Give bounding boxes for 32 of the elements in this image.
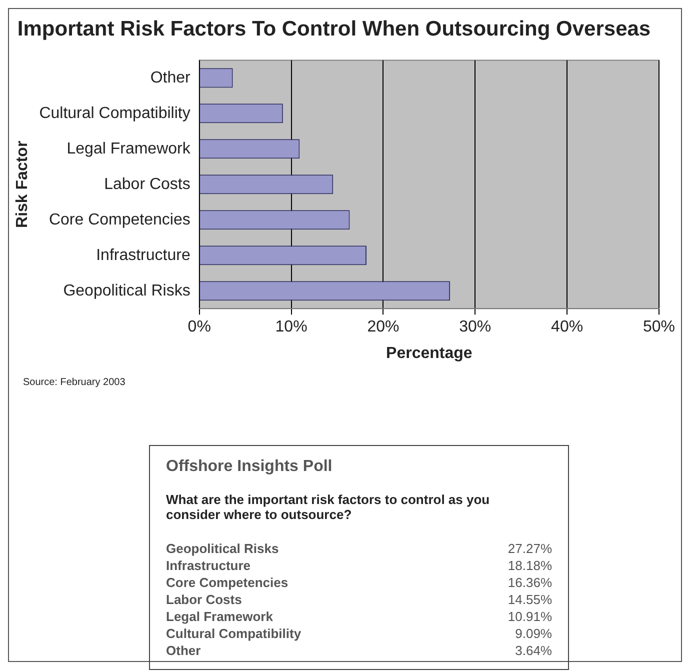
text: 3.64%	[515, 642, 552, 659]
x-axis-title: Percentage	[386, 344, 472, 362]
y-axis-title: Risk Factor	[14, 140, 32, 228]
x-tick-label: 10%	[275, 318, 308, 336]
x-tick-label: 40%	[551, 318, 584, 336]
text: 16.36%	[508, 574, 552, 591]
text: What are the important risk factors to control as you consider where to outsource?	[166, 492, 491, 522]
y-tick-label: Legal Framework	[66, 140, 192, 158]
y-tick-label: Geopolitical Risks	[63, 282, 190, 300]
x-tick-label: 0%	[188, 318, 211, 336]
text: 10.91%	[508, 608, 552, 625]
y-tick-label: Infrastructure	[96, 246, 190, 264]
y-tick-label: Core Competencies	[48, 211, 190, 228]
x-tick-label: 30%	[459, 318, 492, 336]
source-note: Source: February 2003	[23, 377, 126, 388]
y-tick-label: Other	[150, 69, 192, 86]
chart-title: Important Risk Factors To Control When Outsourcing Overseas	[17, 17, 651, 40]
text: Cultural Compatibility	[166, 625, 302, 642]
y-tick-label: Cultural Compatibility	[39, 104, 190, 122]
text: Geopolitical Risks	[166, 540, 279, 557]
text: 14.55%	[508, 591, 552, 608]
y-tick-label: Labor Costs	[104, 176, 190, 193]
x-tick-label: 20%	[367, 318, 400, 336]
text: 9.09%	[515, 625, 552, 642]
text: Infrastructure	[166, 557, 251, 574]
text: Legal Framework	[166, 608, 273, 625]
text: 18.18%	[508, 557, 552, 574]
text: Offshore Insights Poll	[166, 458, 334, 476]
x-tick-label: 50%	[642, 318, 676, 336]
text: Core Competencies	[166, 574, 288, 591]
text: Labor Costs	[166, 591, 242, 608]
text: 27.27%	[508, 540, 552, 557]
